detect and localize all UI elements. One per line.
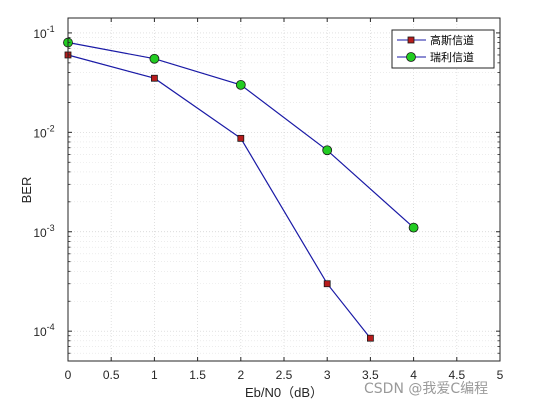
y-tick-labels: 10-1 10-2 10-3 10-4	[33, 24, 54, 339]
y-tick-label: 10-3	[33, 223, 54, 240]
x-tick-label: 5	[497, 368, 504, 382]
legend-marker-gaussian	[407, 36, 415, 44]
y-tick-label: 10-1	[33, 24, 54, 41]
y-axis-title: BER	[19, 177, 34, 204]
legend-label-rayleigh: 瑞利信道	[430, 50, 474, 64]
x-tick-label: 0	[65, 368, 72, 382]
legend: 高斯信道 瑞利信道	[391, 29, 495, 69]
x-tick-label: 4	[410, 368, 417, 382]
x-tick-label: 2.5	[276, 368, 293, 382]
x-tick-label: 2	[237, 368, 244, 382]
data-point-rayleigh	[408, 222, 419, 233]
data-point-gaussian	[366, 334, 374, 342]
x-tick-label: 0.5	[103, 368, 120, 382]
tick-marks	[67, 18, 501, 361]
legend-marker-rayleigh	[406, 52, 416, 62]
legend-label-gaussian: 高斯信道	[430, 33, 474, 47]
y-tick-label: 10-2	[33, 123, 54, 140]
data-point-gaussian	[150, 74, 158, 82]
x-tick-label: 4.5	[448, 368, 465, 382]
data-point-rayleigh	[149, 53, 160, 64]
x-tick-labels: 0 0.5 1 1.5 2 2.5 3 3.5 4 4.5 5	[65, 368, 504, 382]
y-tick-label: 10-4	[33, 322, 54, 339]
x-tick-label: 1.5	[189, 368, 206, 382]
legend-box	[391, 29, 495, 69]
x-tick-label: 1	[151, 368, 158, 382]
x-tick-label: 3.5	[362, 368, 379, 382]
watermark: CSDN @我爱C编程	[364, 381, 489, 397]
data-point-rayleigh	[235, 79, 246, 90]
x-tick-label: 3	[324, 368, 331, 382]
data-point-gaussian	[323, 280, 331, 288]
data-point-gaussian	[237, 134, 245, 142]
x-axis-title: Eb/N0（dB）	[245, 385, 323, 400]
data-point-rayleigh	[322, 145, 333, 156]
